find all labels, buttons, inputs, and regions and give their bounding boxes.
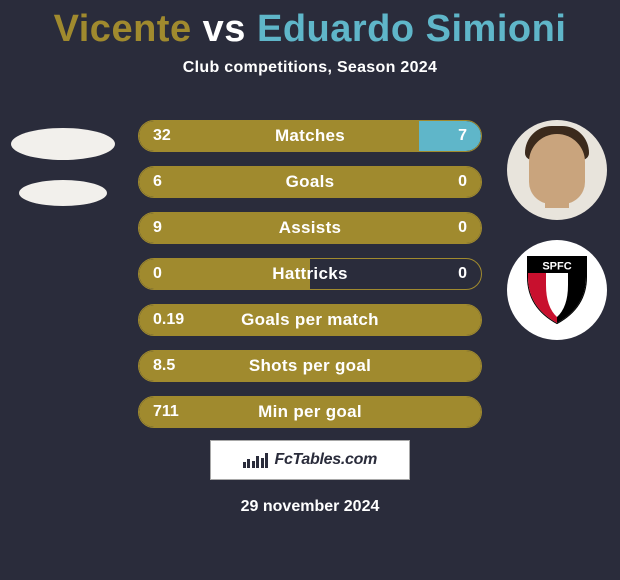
- player-left-name: Vicente: [54, 8, 192, 50]
- stat-row: 6Goals0: [138, 166, 482, 198]
- vs-label: vs: [203, 8, 246, 50]
- stat-rows: 32Matches76Goals09Assists00Hattricks00.1…: [138, 120, 482, 442]
- player-right-club-badge: SPFC: [507, 240, 607, 340]
- comparison-title: Vicente vs Eduardo Simioni: [0, 0, 620, 51]
- stat-label: Matches: [139, 126, 481, 146]
- stat-row: 0Hattricks0: [138, 258, 482, 290]
- player-right-avatar: [507, 120, 607, 220]
- stat-value-right: 0: [458, 219, 467, 237]
- left-player-badges: [8, 120, 118, 206]
- stat-row: 0.19Goals per match: [138, 304, 482, 336]
- source-label: FcTables.com: [274, 451, 377, 469]
- source-badge: FcTables.com: [210, 440, 410, 480]
- player-left-club-badge: [19, 180, 107, 206]
- stat-value-right: 0: [458, 173, 467, 191]
- subtitle: Club competitions, Season 2024: [0, 59, 620, 77]
- stat-row: 32Matches7: [138, 120, 482, 152]
- date-label: 29 november 2024: [0, 498, 620, 516]
- stat-label: Goals: [139, 172, 481, 192]
- stat-value-right: 7: [458, 127, 467, 145]
- player-left-avatar: [11, 128, 115, 160]
- stat-value-right: 0: [458, 265, 467, 283]
- stat-row: 9Assists0: [138, 212, 482, 244]
- stat-label: Min per goal: [139, 402, 481, 422]
- chart-icon: [243, 453, 269, 468]
- stat-label: Shots per goal: [139, 356, 481, 376]
- club-shield-text: SPFC: [542, 261, 571, 273]
- stat-label: Assists: [139, 218, 481, 238]
- club-shield-icon: SPFC: [526, 255, 588, 325]
- right-player-badges: SPFC: [502, 120, 612, 340]
- stat-row: 711Min per goal: [138, 396, 482, 428]
- player-right-name: Eduardo Simioni: [257, 8, 566, 50]
- stat-row: 8.5Shots per goal: [138, 350, 482, 382]
- stat-label: Hattricks: [139, 264, 481, 284]
- stat-label: Goals per match: [139, 310, 481, 330]
